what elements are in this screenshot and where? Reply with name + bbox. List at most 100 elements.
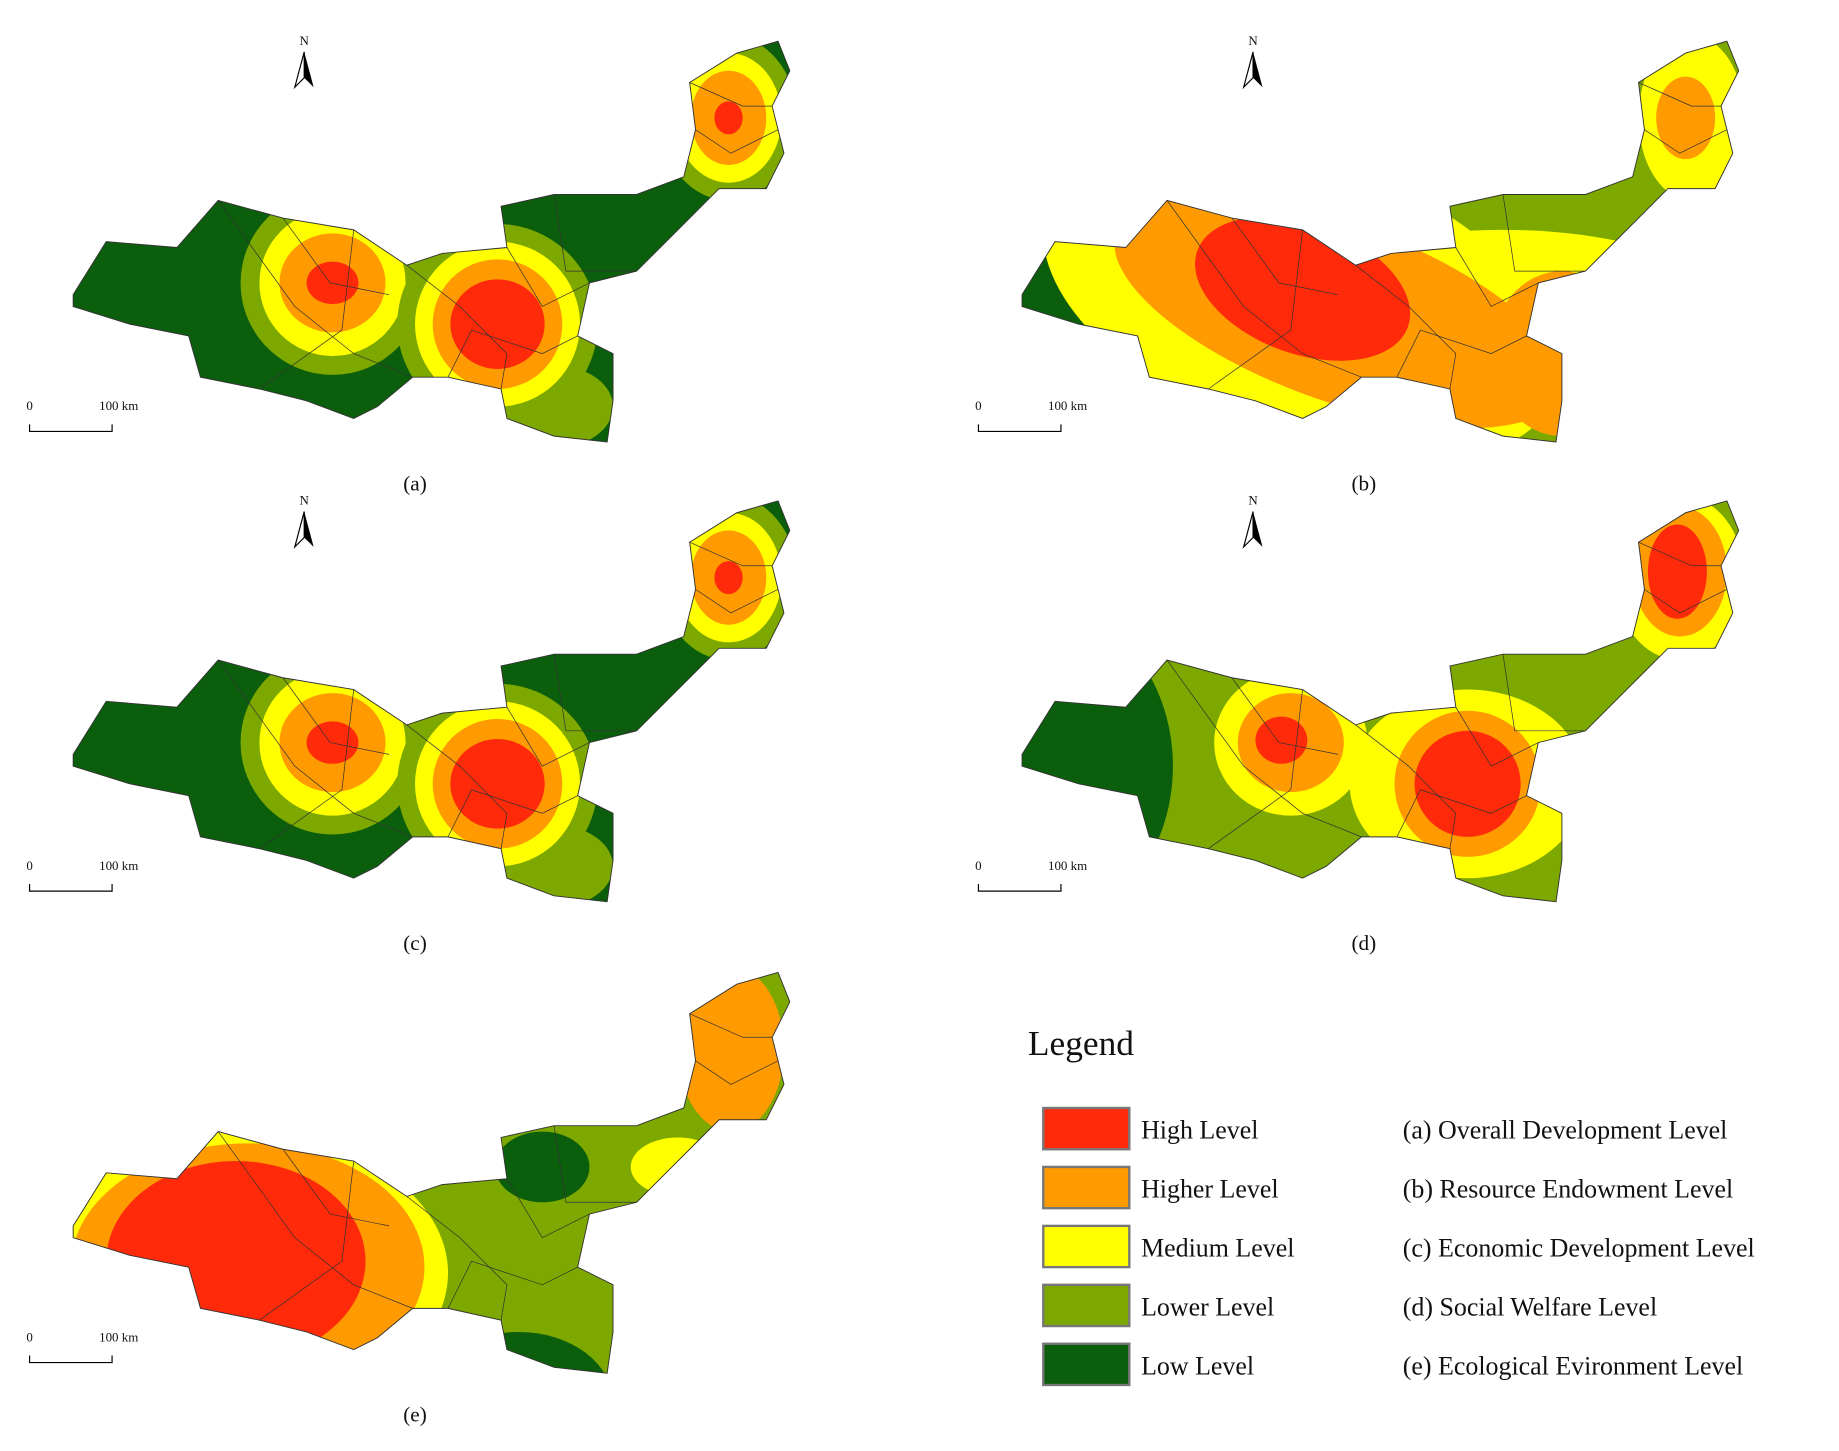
north-label: N: [1248, 33, 1258, 48]
district-boundary: [1644, 589, 1728, 614]
district-boundary: [553, 1125, 637, 1203]
zone: [714, 561, 743, 595]
scale-label: 100 km: [99, 398, 138, 413]
district-boundary: [1455, 707, 1539, 767]
legend-swatch: [1042, 1342, 1131, 1387]
legend-description: (d) Social Welfare Level: [1403, 1292, 1657, 1321]
district-boundary: [406, 1196, 508, 1321]
district-boundary: [217, 1131, 413, 1309]
zone: [1414, 730, 1521, 837]
scale-label: 0: [26, 1329, 32, 1344]
region-outline: [72, 500, 791, 903]
district-boundary: [1166, 659, 1362, 838]
district-boundary: [553, 654, 637, 732]
scale-bar: [28, 424, 113, 432]
north-arrow: [1242, 51, 1254, 90]
district-boundary: [259, 1160, 355, 1321]
district-boundary: [447, 329, 578, 378]
panel-label: (c): [403, 931, 427, 955]
district-boundary: [553, 194, 637, 272]
legend-level: Lower Level: [1141, 1292, 1274, 1321]
scale-label: 100 km: [1048, 858, 1087, 873]
zone: [630, 1137, 726, 1197]
north-arrow: [293, 511, 305, 549]
map-panel: N 0 100 km (d): [975, 492, 1740, 955]
zone: [1656, 76, 1716, 160]
district-boundary: [447, 789, 578, 838]
zone: [677, 972, 784, 1132]
district-boundary: [1638, 541, 1722, 567]
scale-label: 0: [975, 398, 981, 413]
district-boundary: [1455, 247, 1539, 307]
legend-swatch: [1042, 1165, 1131, 1210]
zone: [450, 279, 545, 369]
district-boundary: [1208, 689, 1303, 849]
legend-level: Higher Level: [1141, 1175, 1278, 1204]
district-boundary: [506, 707, 590, 767]
legend-swatch: [1042, 1224, 1131, 1269]
district-boundary: [282, 1149, 390, 1227]
district-boundary: [1355, 724, 1457, 849]
map-surface: [73, 972, 790, 1374]
district-boundary: [259, 229, 355, 390]
legend-description: (c) Economic Development Level: [1403, 1234, 1755, 1263]
legend-description: (b) Resource Endowment Level: [1403, 1175, 1733, 1204]
legend-description: (e) Ecological Evironment Level: [1403, 1351, 1743, 1380]
district-boundary: [217, 659, 413, 838]
district-boundary: [1231, 217, 1339, 296]
district-boundary: [695, 1060, 779, 1085]
scale-label: 100 km: [99, 1329, 138, 1344]
district-boundary: [259, 689, 355, 849]
district-boundary: [406, 264, 508, 390]
north-arrow: [1253, 51, 1263, 88]
map-panel: N 0 100 km (b): [975, 33, 1740, 495]
scale-bar: [977, 884, 1062, 892]
legend-description: (a) Overall Development Level: [1403, 1116, 1728, 1145]
north-arrow: [304, 511, 314, 547]
district-boundary: [1502, 194, 1586, 272]
map-surface: [1022, 41, 1739, 443]
north-arrow: [293, 51, 305, 90]
scale-label: 0: [26, 398, 32, 413]
map-panel: 0 100 km (e): [26, 971, 791, 1427]
zone: [306, 721, 359, 764]
zone: [306, 261, 359, 305]
legend-title: Legend: [1028, 1023, 1134, 1063]
legend-swatch: [1042, 1283, 1131, 1328]
zone: [1022, 601, 1173, 902]
district-boundary: [406, 724, 508, 849]
district-boundary: [689, 541, 773, 567]
district-boundary: [1502, 654, 1586, 732]
district-boundary: [689, 1013, 773, 1038]
region-outline: [72, 971, 791, 1374]
district-boundary: [1638, 82, 1722, 107]
panel-label: (a): [403, 471, 427, 495]
district-boundary: [1644, 129, 1728, 154]
district-boundary: [1396, 329, 1527, 378]
region-outline: [1021, 500, 1740, 903]
panel-label: (d): [1352, 931, 1377, 955]
district-boundary: [689, 82, 773, 107]
zone: [450, 739, 545, 829]
district-boundary: [282, 677, 390, 755]
map-panel: N 0 100 km (c): [26, 492, 791, 955]
legend-level: Medium Level: [1141, 1234, 1294, 1263]
map-panel: N 0 100 km (a): [26, 33, 791, 495]
north-label: N: [1248, 492, 1258, 507]
scale-bar: [28, 1355, 113, 1364]
legend-level: Low Level: [1141, 1351, 1254, 1380]
zone: [106, 1161, 366, 1362]
region-outline: [1021, 40, 1740, 443]
panel-label: (e): [403, 1403, 427, 1427]
district-boundary: [217, 200, 413, 378]
district-boundary: [1166, 200, 1362, 378]
district-boundary: [282, 217, 390, 296]
scale-label: 0: [26, 858, 32, 873]
north-label: N: [300, 33, 310, 48]
panel-label: (b): [1352, 471, 1377, 495]
north-arrow: [304, 51, 314, 88]
legend-swatch: [1042, 1106, 1131, 1151]
zone: [495, 1131, 590, 1203]
region-outline: [72, 40, 791, 443]
